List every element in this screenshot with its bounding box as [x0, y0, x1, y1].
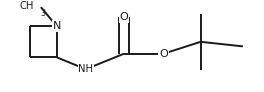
- Text: N: N: [53, 21, 61, 31]
- Text: O: O: [120, 12, 129, 22]
- Text: O: O: [159, 49, 168, 59]
- Text: 3: 3: [41, 9, 45, 18]
- Text: NH: NH: [78, 64, 93, 74]
- Text: CH: CH: [20, 1, 34, 11]
